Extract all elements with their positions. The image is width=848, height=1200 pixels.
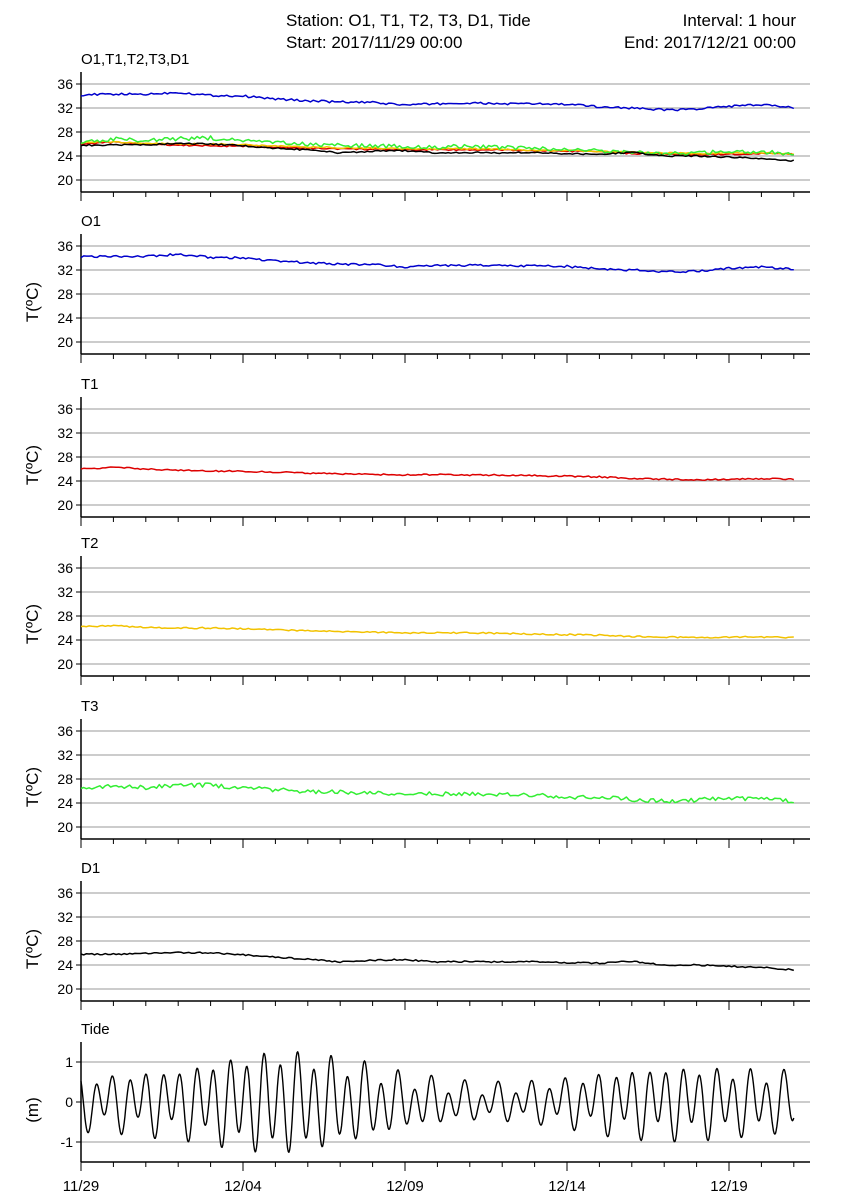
header-start: Start: 2017/11/29 00:00 [286, 33, 463, 52]
panel-3: T2 20 24 28 32 36 T(ºC) [23, 535, 810, 685]
y-axis-label: T(ºC) [23, 604, 42, 644]
y-tick-label: 28 [57, 933, 73, 949]
y-tick-label: 24 [57, 310, 73, 326]
y-tick-label: 36 [57, 723, 73, 739]
series-O1 [80, 91, 795, 112]
x-tick-label: 11/29 [63, 1178, 99, 1195]
panel-title: O1,T1,T2,T3,D1 [81, 51, 189, 68]
series-T1 [80, 466, 795, 482]
panel-title: T3 [81, 698, 99, 715]
y-tick-label: 32 [57, 747, 73, 763]
y-tick-label: 36 [57, 885, 73, 901]
y-tick-label: 24 [57, 632, 73, 648]
y-tick-label: 20 [57, 334, 73, 350]
y-tick-label: 20 [57, 981, 73, 997]
y-tick-label: -1 [61, 1134, 74, 1150]
y-axis-label: T(ºC) [23, 445, 42, 485]
series-D1 [80, 142, 795, 162]
panel-title: T1 [81, 376, 99, 393]
y-axis-label: T(ºC) [23, 767, 42, 807]
y-tick-label: 36 [57, 560, 73, 576]
panel-0: O1,T1,T2,T3,D1 20 24 28 32 36 [57, 51, 810, 201]
panel-4: T3 20 24 28 32 36 T(ºC) [23, 698, 810, 848]
panel-title: Tide [81, 1021, 110, 1038]
y-tick-label: 28 [57, 449, 73, 465]
y-tick-label: 28 [57, 608, 73, 624]
panel-title: T2 [81, 535, 99, 552]
y-tick-label: 20 [57, 819, 73, 835]
y-tick-label: 24 [57, 473, 73, 489]
y-tick-label: 32 [57, 100, 73, 116]
y-tick-label: 36 [57, 401, 73, 417]
y-tick-label: 28 [57, 286, 73, 302]
y-tick-label: 36 [57, 76, 73, 92]
series-O1 [80, 253, 794, 274]
y-tick-label: 20 [57, 172, 73, 188]
x-tick-label: 12/04 [224, 1178, 262, 1195]
x-tick-label: 12/19 [710, 1178, 748, 1195]
x-tick-label: 12/14 [548, 1178, 586, 1195]
y-tick-label: 32 [57, 909, 73, 925]
y-tick-label: 32 [57, 425, 73, 441]
panel-5: D1 20 24 28 32 36 T(ºC) [23, 860, 810, 1010]
y-tick-label: 24 [57, 795, 73, 811]
y-tick-label: 32 [57, 262, 73, 278]
header-station: Station: O1, T1, T2, T3, D1, Tide [286, 11, 531, 30]
y-tick-label: 36 [57, 238, 73, 254]
y-tick-label: 24 [57, 148, 73, 164]
y-tick-label: 0 [65, 1094, 73, 1110]
y-axis-label: T(ºC) [23, 929, 42, 969]
y-axis-label: (m) [23, 1097, 42, 1122]
panel-1: O1 20 24 28 32 36 T(ºC) [23, 213, 810, 363]
panel-title: D1 [81, 860, 100, 877]
header-end: End: 2017/12/21 00:00 [623, 33, 796, 52]
y-tick-label: 28 [57, 771, 73, 787]
panel-6: Tide -1 0 1 (m) 11/29 12/04 12/09 12/14 12/19 [23, 1021, 810, 1195]
y-tick-label: 20 [57, 497, 73, 513]
y-tick-label: 28 [57, 124, 73, 140]
y-tick-label: 32 [57, 584, 73, 600]
header-interval: Interval: 1 hour [682, 11, 796, 30]
x-tick-label: 12/09 [386, 1178, 424, 1195]
series-D1 [80, 951, 795, 972]
y-tick-label: 1 [65, 1054, 73, 1070]
panel-title: O1 [81, 213, 101, 230]
series-T3 [80, 782, 794, 804]
panel-2: T1 20 24 28 32 36 T(ºC) [23, 376, 810, 526]
series-T2 [80, 624, 794, 639]
y-axis-label: T(ºC) [23, 282, 42, 322]
y-tick-label: 20 [57, 656, 73, 672]
series-Tide [80, 1051, 795, 1154]
y-tick-label: 24 [57, 957, 73, 973]
series-T3 [80, 135, 794, 157]
